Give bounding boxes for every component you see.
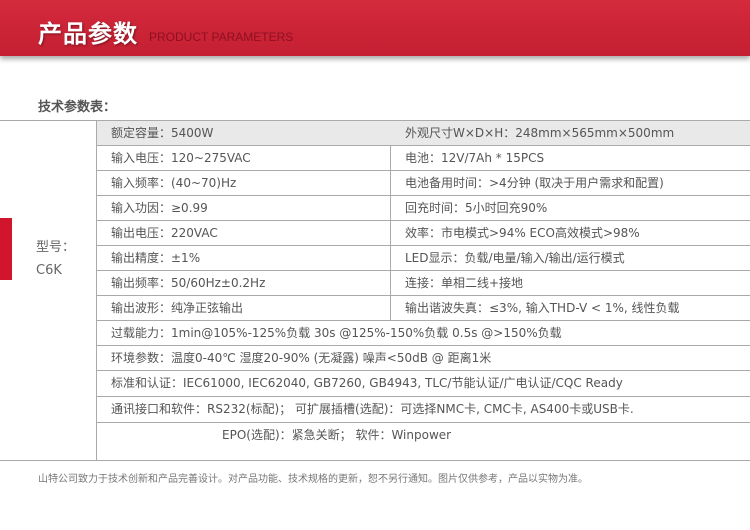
table-row-full: 环境参数：温度0-40℃ 湿度20-90% (无凝露) 噪声<50dB @ 距离…: [97, 346, 750, 371]
table-row-full: EPO(选配)：紧急关断； 软件：Winpower: [222, 428, 452, 442]
spec-cell-right: 电池：12V/7Ah * 15PCS: [405, 151, 545, 165]
spec-cell-left: 输出波形：纯净正弦输出: [97, 296, 391, 320]
model-cell: 型号： C6K: [36, 236, 75, 282]
spec-cell-left: 输入功因：≥0.99: [97, 196, 391, 220]
model-value: C6K: [36, 263, 62, 278]
table-row: 输入功因：≥0.99 回充时间：5小时回充90%: [97, 196, 750, 221]
table-row-full: 通讯接口和软件：RS232(标配)； 可扩展插槽(选配)：可选择NMC卡, CM…: [97, 397, 750, 423]
table-row: 输入频率：(40~70)Hz 电池备用时间：>4分钟 (取决于用户需求和配置): [97, 171, 750, 196]
table-row-full: 过载能力：1min@105%-125%负载 30s @125%-150%负载 0…: [97, 321, 750, 346]
spec-cell-left: 额定容量：5400W: [97, 121, 391, 145]
spec-cell-right: LED显示：负载/电量/输入/输出/运行模式: [405, 251, 625, 265]
table-row: 输出波形：纯净正弦输出 输出谐波失真：≤3%, 输入THD-V < 1%, 线性负…: [97, 296, 750, 321]
table-row: 输出精度：±1% LED显示：负载/电量/输入/输出/运行模式: [97, 246, 750, 271]
spec-cell-left: 输出电压：220VAC: [97, 221, 391, 245]
spec-cell-right: 回充时间：5小时回充90%: [405, 201, 548, 215]
table-row-full: 标准和认证：IEC61000, IEC62040, GB7260, GB4943…: [97, 371, 750, 397]
spec-cell-left: 输出频率：50/60Hz±0.2Hz: [97, 271, 391, 295]
spec-cell-right: 外观尺寸W×D×H：248mm×565mm×500mm: [377, 121, 750, 145]
spec-cell-left: 输入电压：120~275VAC: [97, 146, 391, 170]
spec-cell-right: 输出谐波失真：≤3%, 输入THD-V < 1%, 线性负载: [405, 301, 680, 315]
model-label: 型号：: [36, 240, 76, 255]
table-row: 输出电压：220VAC 效率：市电模式>94% ECO高效模式>98%: [97, 221, 750, 246]
header-subtitle-en: PRODUCT PARAMETERS: [149, 30, 294, 44]
spec-table-title: 技术参数表：: [38, 100, 117, 115]
accent-bar: [0, 218, 12, 280]
table-row: 输出频率：50/60Hz±0.2Hz 连接：单相二线+接地: [97, 271, 750, 296]
spec-cell-right: 电池备用时间：>4分钟 (取决于用户需求和配置): [405, 176, 664, 190]
spec-cell-right: 效率：市电模式>94% ECO高效模式>98%: [405, 226, 640, 240]
spec-cell-right: 连接：单相二线+接地: [405, 276, 524, 290]
spec-cell-left: 输出精度：±1%: [97, 246, 391, 270]
spec-cell-left: 输入频率：(40~70)Hz: [97, 171, 391, 195]
table-row: 输入电压：120~275VAC 电池：12V/7Ah * 15PCS: [97, 146, 750, 171]
header-banner: 产品参数 PRODUCT PARAMETERS: [0, 0, 750, 56]
table-bottom-border: [0, 460, 750, 461]
column-divider: [96, 120, 97, 460]
disclaimer: 山特公司致力于技术创新和产品完善设计。对产品功能、技术规格的更新，恕不另行通知。…: [38, 474, 588, 485]
spec-table: [0, 120, 750, 121]
table-row: 额定容量：5400W 外观尺寸W×D×H：248mm×565mm×500mm: [97, 121, 750, 146]
header-title: 产品参数: [38, 20, 138, 48]
